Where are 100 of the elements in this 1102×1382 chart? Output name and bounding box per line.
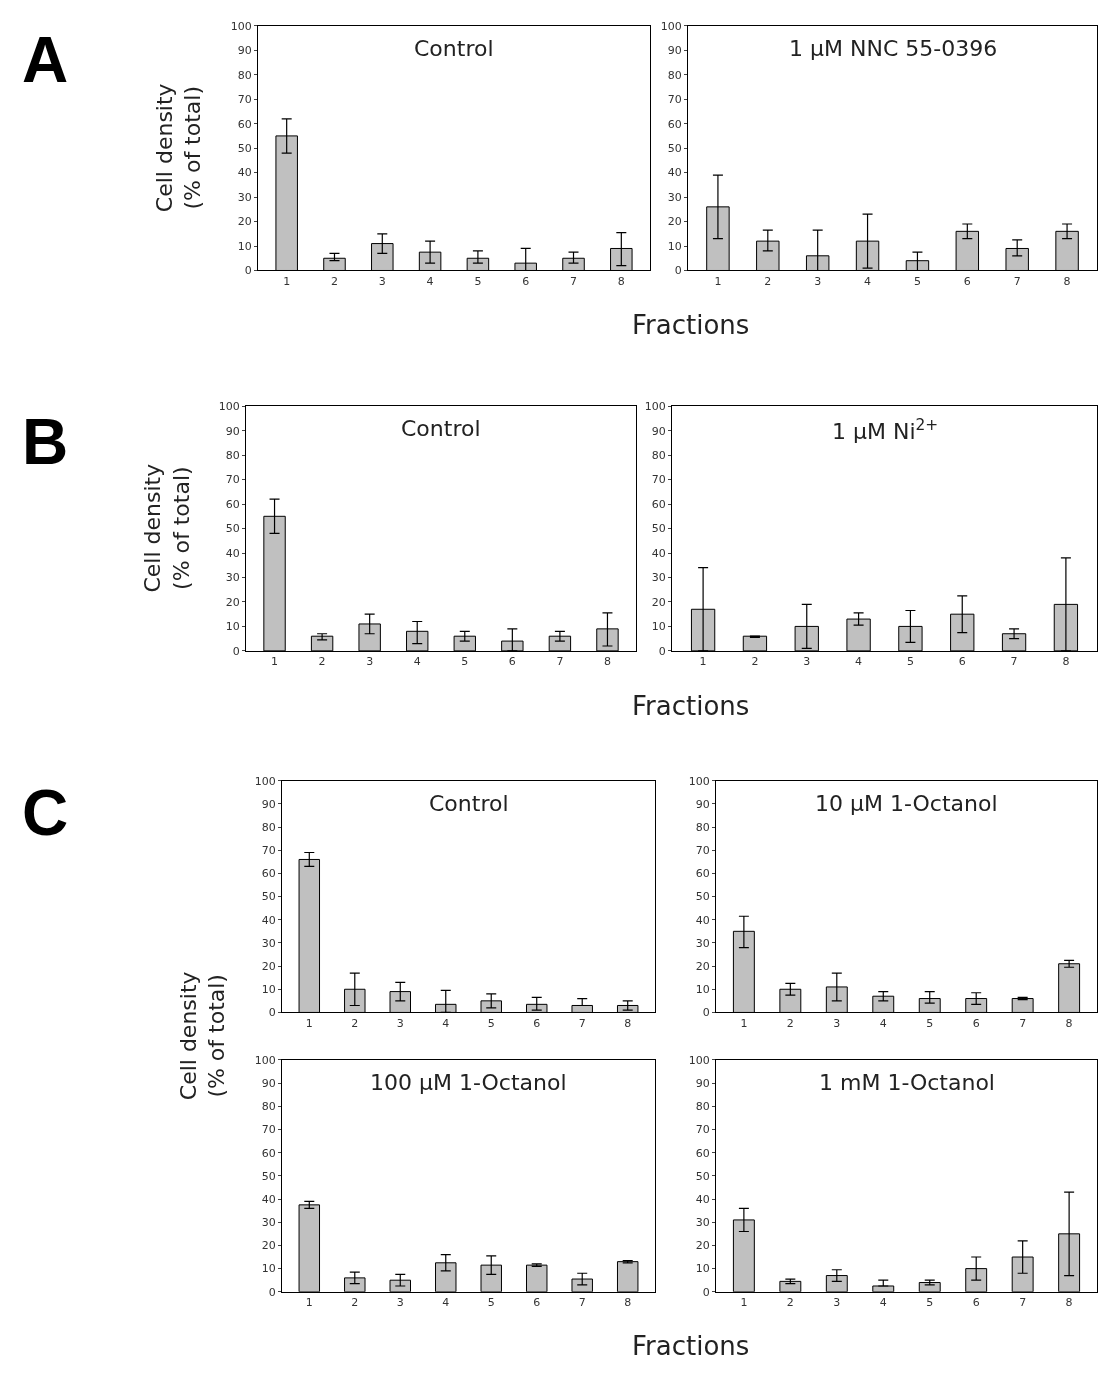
x-tick-label: 7 — [578, 1016, 586, 1030]
y-tick-label: 0 — [268, 1006, 276, 1020]
x-tick-label: 4 — [864, 274, 872, 288]
y-tick-label: 80 — [261, 1100, 276, 1114]
x-tick-label: 3 — [366, 655, 374, 669]
y-tick-label: 100 — [254, 774, 276, 788]
x-tick-label: 8 — [1063, 274, 1071, 288]
y-tick-label: 0 — [268, 1285, 276, 1299]
x-tick-label: 1 — [740, 1295, 748, 1309]
y-tick-label: 0 — [702, 1285, 710, 1299]
y-tick-label: 100 — [254, 1053, 276, 1067]
x-tick-label: 1 — [271, 655, 279, 669]
x-tick-label: 1 — [740, 1016, 748, 1030]
y-tick-label: 0 — [674, 264, 682, 278]
y-tick-label: 70 — [651, 473, 666, 487]
y-tick-label: 50 — [261, 1169, 276, 1183]
x-tick-label: 6 — [972, 1295, 980, 1309]
y-tick-label: 100 — [230, 19, 252, 33]
y-tick-label: 40 — [261, 913, 276, 927]
y-axis-title: Cell density (% of total) — [175, 971, 230, 1101]
x-tick-label: 2 — [786, 1016, 794, 1030]
x-tick-label: 1 — [699, 655, 707, 669]
x-tick-label: 1 — [283, 274, 291, 288]
y-tick-label: 0 — [232, 644, 240, 658]
y-tick-label: 40 — [237, 166, 252, 180]
y-tick-label: 40 — [695, 1192, 710, 1206]
x-tick-label: 3 — [814, 274, 822, 288]
y-tick-label: 60 — [651, 497, 666, 511]
y-tick-label: 100 — [688, 1053, 710, 1067]
y-tick-label: 10 — [237, 239, 252, 253]
x-tick-label: 7 — [1019, 1295, 1027, 1309]
x-tick-label: 5 — [487, 1295, 495, 1309]
x-tick-label: 6 — [533, 1016, 541, 1030]
y-tick-label: 40 — [695, 913, 710, 927]
y-tick-label: 10 — [261, 983, 276, 997]
y-tick-label: 90 — [651, 424, 666, 438]
x-tick-label: 7 — [556, 655, 564, 669]
x-tick-label: 4 — [442, 1016, 450, 1030]
x-tick-label: 2 — [330, 274, 338, 288]
x-tick-label: 6 — [522, 274, 530, 288]
x-tick-label: 4 — [879, 1016, 887, 1030]
y-tick-label: 10 — [261, 1262, 276, 1276]
text: C — [22, 777, 69, 849]
y-tick-label: 50 — [695, 890, 710, 904]
y-tick-label: 70 — [261, 1123, 276, 1137]
y-tick-label: 60 — [695, 1146, 710, 1160]
x-tick-label: 5 — [474, 274, 482, 288]
y-tick-label: 60 — [237, 117, 252, 131]
y-tick-label: 50 — [225, 522, 240, 536]
y-tick-label: 30 — [695, 936, 710, 950]
y-tick-label: 80 — [695, 820, 710, 834]
x-tick-label: 8 — [603, 655, 611, 669]
x-tick-label: 1 — [305, 1295, 313, 1309]
y-tick-label: 60 — [225, 497, 240, 511]
x-tick-label: 2 — [351, 1016, 359, 1030]
y-tick-label: 40 — [261, 1192, 276, 1206]
y-tick-label: 20 — [695, 959, 710, 973]
y-tick-label: 50 — [261, 890, 276, 904]
y-tick-label: 20 — [237, 215, 252, 229]
y-tick-label: 30 — [261, 1216, 276, 1230]
y-tick-label: 30 — [695, 1216, 710, 1230]
x-tick-label: 8 — [624, 1295, 632, 1309]
text: B — [22, 406, 69, 478]
x-tick-label: 7 — [570, 274, 578, 288]
y-tick-label: 100 — [660, 19, 682, 33]
y-tick-label: 70 — [261, 844, 276, 858]
x-tick-label: 4 — [855, 655, 863, 669]
x-tick-label: 3 — [833, 1016, 841, 1030]
y-tick-label: 60 — [261, 867, 276, 881]
y-tick-label: 80 — [261, 820, 276, 834]
x-tick-label: 2 — [786, 1295, 794, 1309]
x-tick-label: 5 — [461, 655, 469, 669]
y-tick-label: 50 — [667, 142, 682, 155]
text: Control — [414, 36, 494, 61]
y-tick-label: 70 — [225, 473, 240, 487]
y-tick-label: 40 — [667, 166, 682, 180]
y-tick-label: 30 — [237, 190, 252, 204]
x-tick-label: 7 — [578, 1295, 586, 1309]
y-tick-label: 80 — [667, 68, 682, 82]
y-tick-label: 80 — [651, 448, 666, 462]
y-tick-label: 10 — [651, 620, 666, 634]
y-tick-label: 90 — [695, 1077, 710, 1091]
y-tick-label: 90 — [237, 44, 252, 58]
x-axis-title: Fractions — [632, 691, 750, 721]
y-tick-label: 70 — [237, 93, 252, 107]
x-tick-label: 8 — [1065, 1016, 1073, 1030]
y-tick-label: 90 — [261, 797, 276, 811]
y-axis-title: Cell density (% of total) — [140, 463, 195, 593]
x-tick-label: 4 — [426, 274, 434, 288]
x-tick-label: 6 — [533, 1295, 541, 1309]
y-tick-label: 20 — [225, 595, 240, 609]
x-tick-label: 3 — [378, 274, 386, 288]
y-tick-label: 90 — [695, 797, 710, 811]
y-tick-label: 70 — [667, 93, 682, 107]
x-axis-title: Fractions — [632, 310, 750, 340]
y-tick-label: 0 — [244, 264, 252, 278]
y-tick-label: 90 — [667, 44, 682, 58]
x-tick-label: 4 — [413, 655, 421, 669]
text: A — [22, 24, 69, 96]
y-tick-label: 20 — [695, 1239, 710, 1253]
